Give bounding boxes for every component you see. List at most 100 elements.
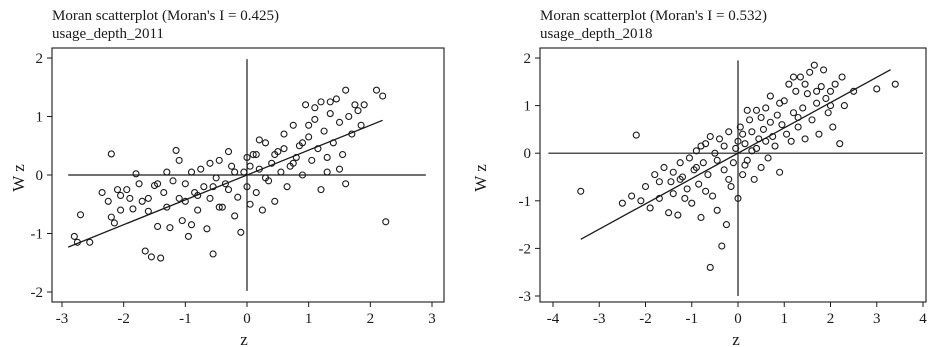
data-point (187, 221, 196, 229)
data-point (732, 144, 740, 152)
data-point (715, 135, 724, 143)
data-point (891, 80, 899, 88)
data-point (757, 113, 765, 122)
data-point (692, 147, 700, 155)
data-point (641, 182, 650, 191)
fit-line-group (67, 119, 383, 248)
data-point (692, 163, 700, 172)
data-point (184, 232, 192, 240)
y-axis-label: W z (9, 164, 28, 192)
data-point (280, 145, 288, 153)
data-point (713, 206, 721, 214)
x-tick-label: 1 (305, 311, 313, 327)
data-point (246, 200, 254, 208)
data-point (787, 137, 795, 145)
x-tick-label: -2 (639, 311, 652, 327)
data-point (360, 101, 368, 109)
chart-title: Moran scatterplot (Moran's I = 0.425) (52, 8, 279, 24)
data-point (646, 204, 654, 212)
data-point (215, 156, 223, 164)
data-point (824, 109, 832, 117)
moran-scatterplot-2018: Moran scatterplot (Moran's I = 0.532) us… (471, 8, 927, 347)
data-point (160, 189, 168, 197)
data-point (382, 218, 390, 226)
data-point (298, 171, 307, 179)
data-point (838, 73, 846, 81)
data-point (690, 166, 698, 174)
data-point (249, 150, 257, 159)
data-point (261, 174, 270, 182)
regression-fit-line (580, 69, 891, 240)
x-tick-label: 0 (243, 311, 251, 327)
data-point (224, 148, 233, 156)
x-ticks: -3 -2 -1 0 1 2 3 (56, 302, 436, 327)
data-point (218, 203, 226, 211)
data-point (147, 253, 155, 261)
data-point (739, 130, 747, 138)
data-point (206, 194, 214, 202)
data-point (789, 109, 798, 117)
data-point (206, 159, 214, 167)
data-point (695, 180, 703, 188)
data-point (840, 102, 848, 110)
data-point (351, 101, 359, 109)
data-point (154, 180, 162, 188)
data-point (706, 132, 714, 141)
data-point (228, 162, 236, 170)
data-point (688, 199, 696, 207)
data-point (762, 104, 770, 112)
data-point (709, 192, 717, 200)
x-tick-label: 3 (873, 311, 881, 327)
data-point (175, 194, 183, 202)
data-point (258, 206, 266, 214)
data-point (776, 168, 784, 176)
data-point (801, 80, 809, 88)
data-point (240, 168, 248, 176)
data-point (317, 98, 325, 106)
data-point (628, 192, 636, 200)
data-point (335, 118, 344, 126)
chart-subtitle: usage_depth_2018 (540, 26, 652, 42)
data-point (720, 142, 728, 150)
data-point (172, 146, 180, 154)
data-point (826, 87, 835, 95)
data-points (577, 61, 899, 271)
data-point (224, 186, 233, 194)
data-point (298, 139, 307, 147)
data-point (117, 191, 125, 200)
x-tick-label: 2 (827, 311, 835, 327)
data-point (741, 161, 749, 169)
data-point (314, 145, 322, 153)
moran-panel-2018: Moran scatterplot (Moran's I = 0.532) us… (466, 0, 932, 347)
y-tick-label: -1 (31, 227, 44, 243)
data-point (706, 263, 714, 271)
chart-title: Moran scatterplot (Moran's I = 0.532) (540, 8, 767, 24)
data-point (163, 203, 171, 211)
data-point (243, 153, 251, 161)
data-point (280, 130, 288, 138)
reference-lines (548, 60, 923, 296)
x-tick-label: -4 (547, 311, 560, 327)
data-point (699, 159, 707, 167)
data-point (357, 121, 365, 129)
data-point (618, 199, 626, 207)
data-point (773, 111, 781, 119)
data-point (302, 101, 310, 109)
data-point (144, 194, 152, 202)
data-point (157, 254, 165, 262)
data-point (752, 106, 761, 114)
data-point (326, 98, 334, 106)
data-point (873, 85, 881, 93)
data-point (794, 123, 802, 131)
data-point (187, 168, 196, 176)
data-point (104, 197, 112, 205)
data-point (669, 190, 677, 198)
data-point (86, 238, 94, 246)
data-point (743, 106, 751, 114)
fit-line-group (580, 69, 891, 240)
data-point (113, 186, 122, 194)
data-point (669, 168, 677, 176)
x-tick-label: 0 (734, 311, 742, 327)
data-point (771, 142, 779, 150)
data-point (752, 144, 761, 152)
